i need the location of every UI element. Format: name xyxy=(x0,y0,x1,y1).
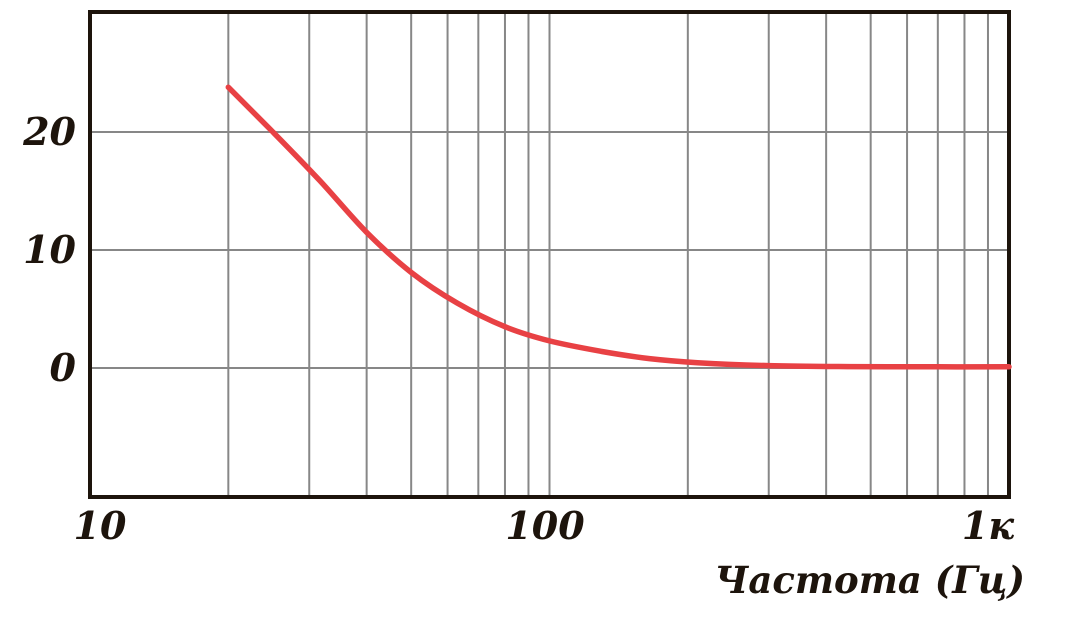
y-tick-label-0: 0 xyxy=(49,345,76,390)
plot-frame xyxy=(88,10,1011,499)
y-tick-label-20: 20 xyxy=(23,109,76,154)
response-curve xyxy=(225,84,1012,370)
y-tick-label-10: 10 xyxy=(23,227,76,272)
x-axis-title: Частота (Гц) xyxy=(714,558,1025,602)
x-tick-label-1k: 1к xyxy=(961,503,1015,548)
x-tick-label-100: 100 xyxy=(505,503,585,548)
x-tick-label-10: 10 xyxy=(73,503,127,548)
